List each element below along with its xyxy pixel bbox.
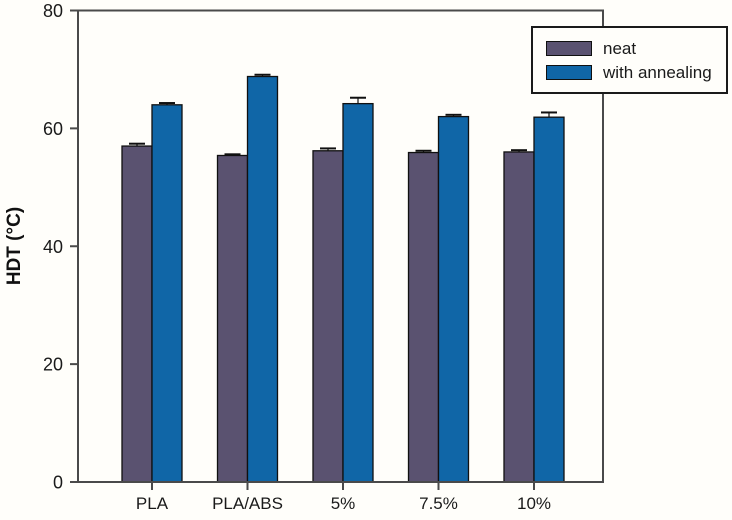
legend-label: neat (603, 38, 637, 58)
y-tick-label: 80 (43, 1, 63, 21)
bar-with-annealing-PLA/ABS (246, 75, 279, 483)
y-tick-label: 20 (43, 355, 63, 375)
legend-swatch (546, 64, 592, 80)
legend-label: with annealing (603, 62, 712, 82)
y-tick-label: 60 (43, 119, 63, 139)
x-tick-label: 5% (331, 494, 356, 513)
legend-swatch (546, 40, 592, 56)
x-tick-label: 10% (517, 494, 551, 513)
legend-entry-neat: neat (546, 40, 726, 57)
bar-neat-5% (312, 150, 344, 483)
bar-with-annealing-7.5% (437, 115, 470, 483)
bar-neat-7.5% (407, 151, 440, 483)
bar-with-annealing-10% (533, 116, 565, 483)
x-tick-label: PLA (136, 494, 169, 513)
y-tick-label: 40 (43, 237, 63, 257)
y-axis-title: HDT (°C) (4, 206, 25, 286)
legend-entry-with-annealing: with annealing (546, 64, 726, 81)
bar-neat-10% (503, 151, 535, 483)
x-tick-label: 7.5% (419, 494, 458, 513)
legend-box: neat with annealing (531, 26, 728, 94)
y-tick-label: 0 (53, 473, 63, 493)
x-tick-label: PLA/ABS (212, 494, 283, 513)
bar-with-annealing-5% (342, 102, 374, 483)
bar-with-annealing-PLA (151, 104, 183, 483)
bar-neat-PLA (121, 145, 153, 483)
bar-neat-PLA/ABS (216, 154, 249, 483)
